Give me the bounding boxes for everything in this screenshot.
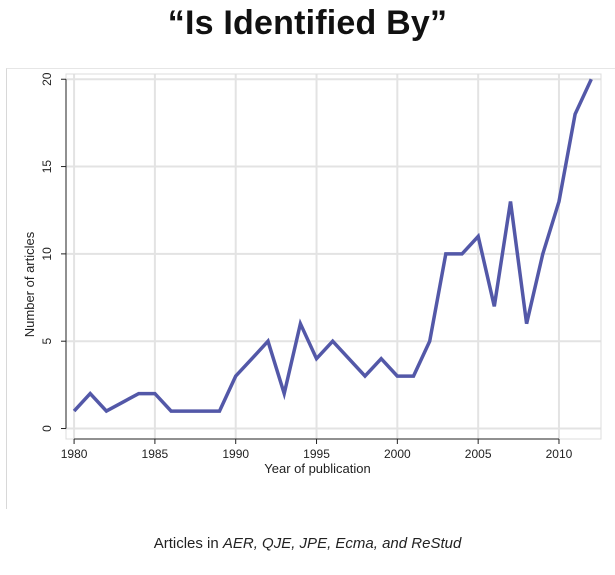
y-tick-label: 10 (40, 247, 54, 261)
y-tick-label: 0 (40, 425, 54, 432)
x-tick-label: 1980 (61, 447, 88, 461)
chart-caption: Articles in AER, QJE, JPE, Ecma, and ReS… (0, 535, 615, 552)
x-tick-label: 2000 (384, 447, 411, 461)
caption-journals: AER, QJE, JPE, Ecma, and ReStud (222, 535, 462, 552)
caption-prefix: Articles in (153, 535, 223, 552)
x-tick-label: 1995 (303, 447, 330, 461)
series-line (72, 78, 593, 414)
x-tick-label: 2010 (546, 447, 573, 461)
axes: 1980 1985 1990 1995 2000 2005 2010 0 5 10 15 20 (40, 72, 573, 461)
grid-lines (66, 74, 601, 439)
x-tick-label: 1990 (222, 447, 249, 461)
x-tick-label: 1985 (142, 447, 169, 461)
chart-panel: 1980 1985 1990 1995 2000 2005 2010 0 5 10 15 20 Yea… (6, 68, 615, 509)
y-tick-label: 20 (40, 72, 54, 86)
y-axis-title: Number of articles (22, 231, 37, 337)
plot-area-frame (65, 73, 602, 440)
x-tick-label: 2005 (465, 447, 492, 461)
y-tick-label: 15 (40, 160, 54, 174)
x-axis-title: Year of publication (264, 461, 371, 476)
y-tick-label: 5 (40, 338, 54, 345)
page-title: “Is Identified By” (167, 4, 448, 42)
series-layer (72, 78, 593, 414)
line-chart: 1980 1985 1990 1995 2000 2005 2010 0 5 10 15 20 Yea… (22, 72, 602, 476)
